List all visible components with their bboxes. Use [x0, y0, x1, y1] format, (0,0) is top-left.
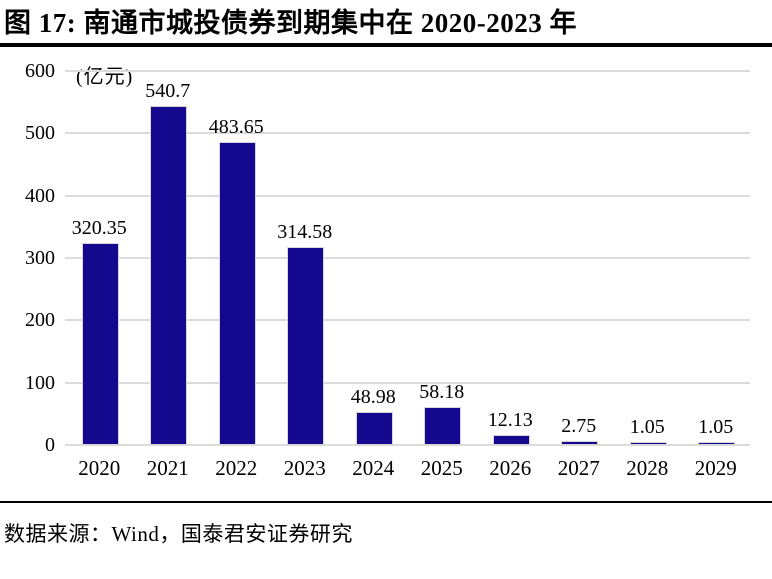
bar-value-label: 12.13 — [487, 409, 533, 432]
bar-value-label: 1.05 — [629, 416, 665, 439]
y-axis-tick-label: 600 — [25, 60, 55, 82]
bar-2026 — [492, 435, 530, 445]
bar-value-label: 48.98 — [350, 386, 396, 409]
bar-value-label: 2.75 — [561, 415, 597, 438]
bar-2029 — [698, 442, 736, 445]
footer-divider — [0, 501, 772, 503]
y-axis-tick-label: 400 — [25, 184, 55, 207]
bar-chart: (亿元) 0 100 200 300 400 500 600 320.35 540.7 483.… — [0, 47, 772, 499]
bar-2028 — [629, 442, 667, 445]
gridline — [65, 444, 750, 446]
x-axis-tick-label: 2025 — [420, 456, 463, 480]
bar-2023 — [287, 246, 325, 445]
x-axis-tick-label: 2029 — [694, 456, 737, 480]
bar-2020 — [81, 243, 119, 445]
y-axis-tick-label: 0 — [45, 434, 55, 456]
bar-value-label: 1.05 — [698, 416, 734, 439]
x-axis-tick-label: 2028 — [626, 456, 669, 480]
gridline — [65, 257, 750, 259]
bar-2021 — [150, 105, 188, 445]
bar-2025 — [424, 406, 462, 445]
x-axis-tick-label: 2020 — [78, 456, 121, 480]
y-axis-tick-labels: 0 100 200 300 400 500 600 — [0, 60, 57, 456]
figure-title: 图 17: 南通市城投债券到期集中在 2020-2023 年 — [4, 8, 577, 38]
plot-area: 320.35 540.7 483.65 314.58 48.98 58.18 12.13 2.… — [65, 70, 750, 446]
x-axis-tick-label: 2026 — [489, 456, 532, 480]
gridline — [65, 70, 750, 72]
title-divider — [0, 43, 772, 47]
y-axis-tick-label: 100 — [25, 371, 55, 394]
bar-2027 — [561, 441, 599, 445]
gridline — [65, 132, 750, 135]
x-axis-tick-label: 2023 — [283, 456, 326, 480]
y-axis-tick-label: 300 — [25, 247, 55, 269]
bar-2022 — [218, 141, 256, 445]
x-axis-tick-label: 2027 — [557, 456, 600, 480]
x-axis-tick-label: 2021 — [146, 456, 189, 480]
bar-value-label: 540.7 — [145, 79, 191, 102]
bar-value-label: 58.18 — [419, 380, 465, 403]
bar-value-label: 320.35 — [71, 217, 127, 240]
gridline — [65, 194, 750, 197]
bar-2024 — [355, 412, 393, 445]
y-axis-tick-label: 200 — [25, 309, 55, 332]
gridline — [65, 381, 750, 384]
y-axis-tick-label: 500 — [25, 122, 55, 145]
x-axis-tick-label: 2024 — [352, 456, 395, 480]
data-source-note: 数据来源：Wind，国泰君安证券研究 — [4, 522, 353, 546]
bar-value-label: 483.65 — [208, 115, 264, 138]
x-axis-tick-label: 2022 — [215, 456, 258, 480]
gridline — [65, 319, 750, 322]
figure-container: 图 17: 南通市城投债券到期集中在 2020-2023 年 (亿元) 0 100… — [0, 8, 772, 546]
bar-value-label: 314.58 — [277, 220, 333, 243]
